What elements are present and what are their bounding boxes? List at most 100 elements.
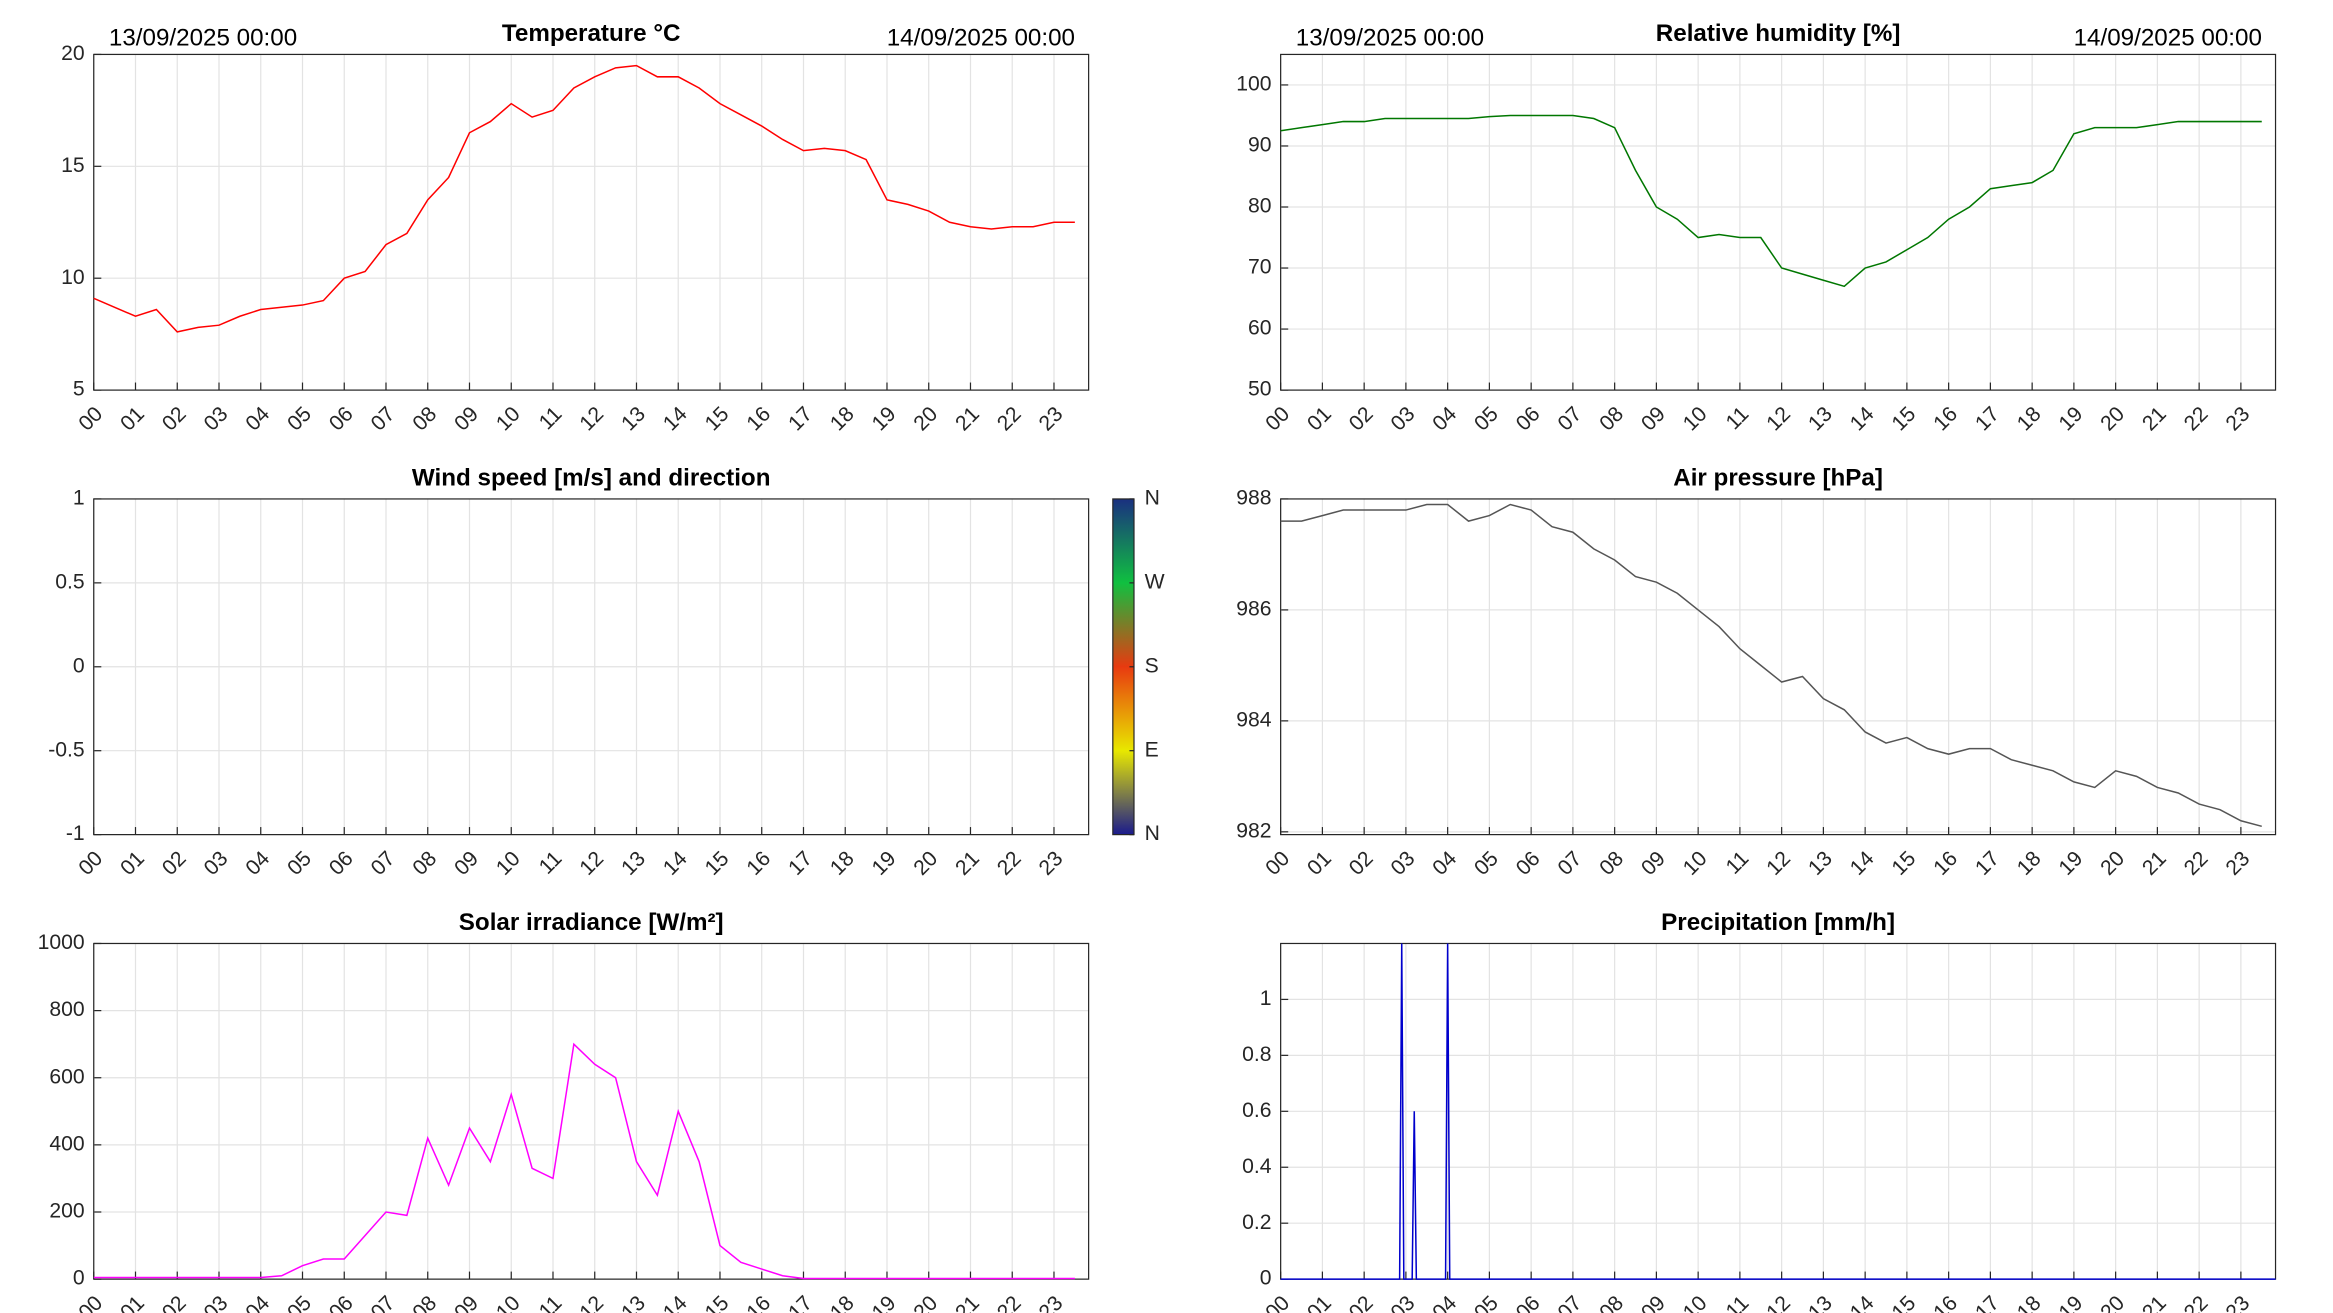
y-tick-label: 986 [1236,598,1271,621]
x-tick-label: 19 [2055,402,2088,435]
x-tick-label: 15 [701,402,734,435]
colorbar-label: W [1145,570,1165,593]
x-tick-label: 18 [2013,847,2046,880]
x-tick-label: 09 [1637,402,1670,435]
x-tick-label: 21 [2138,1292,2171,1313]
x-tick-label: 17 [784,1292,817,1313]
data-line [1280,114,2262,288]
x-tick-label: 15 [1888,1292,1921,1313]
y-tick-label: 90 [1248,134,1272,157]
x-tick-label: 19 [2055,847,2088,880]
x-tick-label: 16 [1929,847,1962,880]
colorbar-label: S [1145,654,1159,677]
plot-frame [93,498,1090,836]
x-tick-label: 03 [1387,402,1420,435]
x-tick-label: 17 [1971,402,2004,435]
x-tick-label: 09 [1637,1292,1670,1313]
x-tick-label: 21 [2138,847,2171,880]
y-tick-label: 0 [1260,1267,1272,1290]
y-tick-label: 800 [49,998,84,1021]
x-tick-label: 18 [2013,1292,2046,1313]
y-tick-label: 0.2 [1242,1211,1271,1234]
x-tick-label: 04 [241,402,274,435]
x-tick-label: 06 [325,1292,358,1313]
x-tick-label: 12 [1762,1292,1795,1313]
x-tick-label: 01 [116,1292,149,1313]
y-tick-label: 984 [1236,708,1272,731]
x-tick-label: 23 [2222,847,2255,880]
x-tick-label: 11 [1722,1292,1754,1313]
x-tick-label: 10 [1679,1292,1712,1313]
x-tick-label: 06 [325,402,358,435]
x-tick-label: 19 [868,402,901,435]
y-tick-label: 80 [1248,195,1272,218]
y-tick-label: 200 [49,1200,84,1223]
x-tick-label: 20 [909,1292,942,1313]
x-tick-label: 17 [784,847,817,880]
colorbar-label: E [1145,738,1159,761]
x-tick-label: 14 [659,402,692,435]
x-tick-label: 18 [826,847,859,880]
x-tick-label: 19 [2055,1292,2088,1313]
x-tick-label: 17 [1971,847,2004,880]
y-tick-label: 0 [73,654,85,677]
x-tick-label: 02 [1345,847,1378,880]
start-date: 13/09/2025 00:00 [1296,25,1484,52]
x-tick-label: 07 [367,402,400,435]
end-date: 14/09/2025 00:00 [2074,25,2262,52]
x-tick-label: 05 [1470,1292,1503,1313]
x-tick-label: 19 [868,847,901,880]
x-tick-label: 00 [74,402,107,435]
x-tick-label: 04 [241,847,274,880]
x-tick-label: 13 [1804,1292,1837,1313]
y-tick-label: 1 [1260,987,1272,1010]
x-tick-label: 10 [1679,402,1712,435]
plot-frame [93,942,1090,1280]
x-tick-label: 08 [408,847,441,880]
x-tick-label: 06 [1512,402,1545,435]
x-tick-label: 11 [1722,847,1754,879]
x-tick-label: 22 [2180,402,2213,435]
x-tick-label: 00 [1261,402,1294,435]
x-tick-label: 06 [1512,1292,1545,1313]
x-tick-label: 08 [1595,847,1628,880]
chart-title: Temperature °C [502,20,681,47]
y-tick-label: 15 [61,154,85,177]
x-tick-label: 09 [1637,847,1670,880]
colorbar-label: N [1145,822,1160,845]
x-tick-label: 11 [535,402,567,434]
x-tick-label: 23 [1035,847,1068,880]
x-tick-label: 21 [2138,402,2171,435]
x-tick-label: 21 [951,847,984,880]
plot-frame [1280,53,2277,391]
x-tick-label: 13 [617,402,650,435]
y-tick-label: 5 [73,378,85,401]
x-tick-label: 09 [450,1292,483,1313]
y-tick-label: 0.4 [1242,1155,1272,1178]
x-tick-label: 13 [617,847,650,880]
x-tick-label: 19 [868,1292,901,1313]
x-tick-label: 10 [492,1292,525,1313]
x-tick-label: 00 [1261,1292,1294,1313]
x-tick-label: 10 [492,847,525,880]
x-tick-label: 12 [575,1292,608,1313]
x-tick-label: 16 [742,847,775,880]
x-tick-label: 15 [701,1292,734,1313]
x-tick-label: 15 [1888,847,1921,880]
x-tick-label: 04 [1428,1291,1461,1313]
colorbar-label: N [1145,487,1160,510]
x-tick-label: 18 [826,402,859,435]
x-tick-label: 13 [1804,847,1837,880]
x-tick-label: 04 [1428,847,1461,880]
x-tick-label: 04 [241,1291,274,1313]
x-tick-label: 00 [74,847,107,880]
x-tick-label: 02 [158,402,191,435]
x-tick-label: 15 [701,847,734,880]
x-tick-label: 22 [993,402,1026,435]
x-tick-label: 14 [1846,1291,1879,1313]
plot-area [1280,54,2276,391]
x-tick-label: 20 [2096,1292,2129,1313]
y-tick-label: 982 [1236,819,1271,842]
x-tick-label: 07 [1554,847,1587,880]
x-tick-label: 05 [283,1292,316,1313]
